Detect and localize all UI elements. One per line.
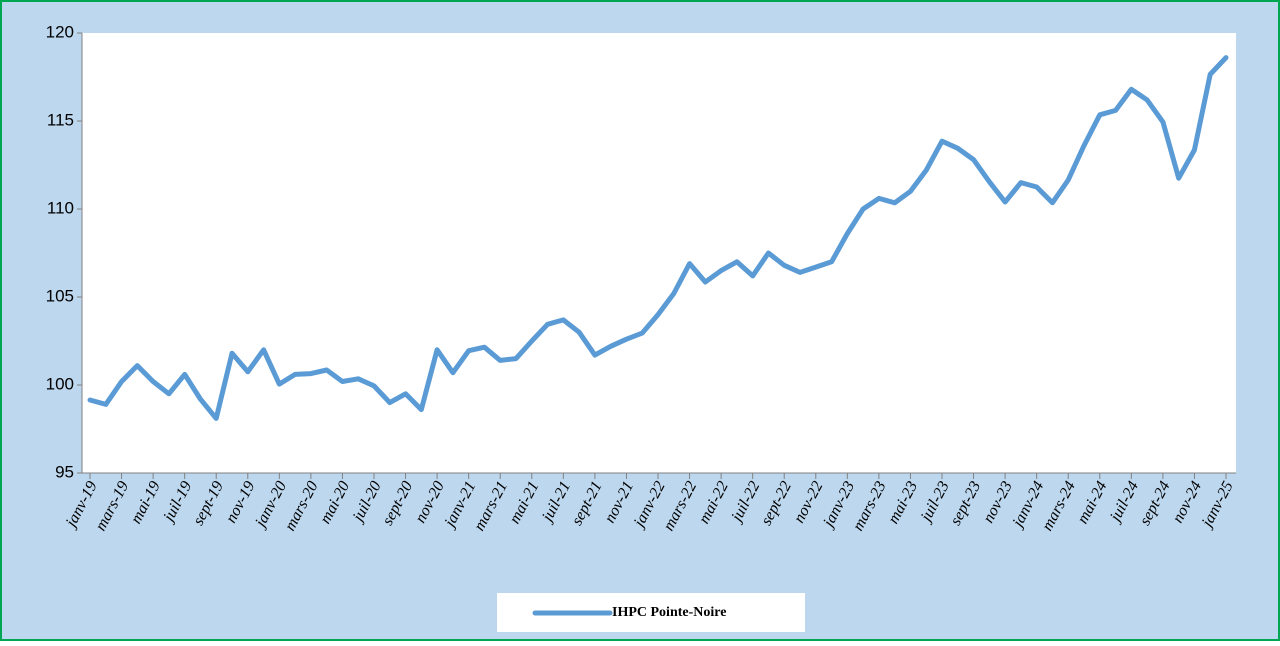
y-tick-label: 100 — [46, 374, 74, 393]
legend-label: IHPC Pointe-Noire — [612, 605, 726, 620]
y-tick-label: 110 — [47, 198, 74, 217]
series-line — [87, 55, 1229, 421]
y-tick-label: 115 — [47, 110, 74, 129]
y-tick-label: 105 — [46, 286, 74, 305]
y-tick-label: 95 — [55, 462, 74, 481]
plot-area — [82, 33, 1236, 473]
y-tick-label: 120 — [46, 22, 74, 41]
